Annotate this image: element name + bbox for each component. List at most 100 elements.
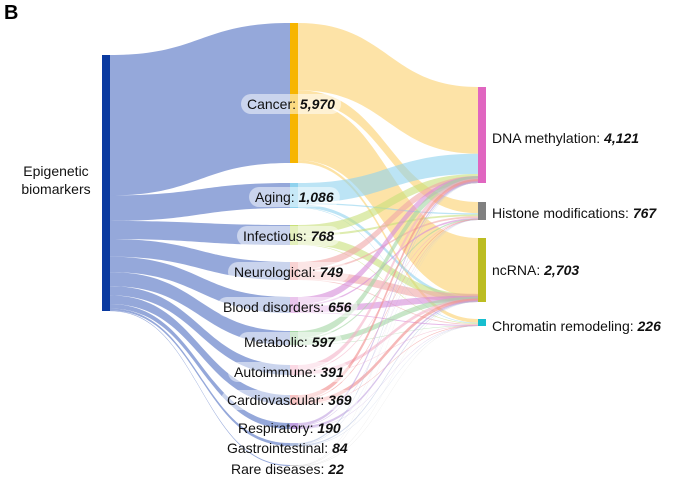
label-histone: Histone modifications: 767	[492, 205, 657, 221]
flow-cancer-histone	[298, 90, 478, 214]
source-label-line1: Epigenetic	[23, 163, 88, 179]
flow-source-cardio	[110, 295, 290, 405]
label-respiratory-name: Respiratory:	[238, 420, 317, 436]
label-bg-aging	[249, 187, 340, 207]
flow-infectious-ncrna	[298, 236, 478, 302]
label-rare-name: Rare diseases:	[231, 461, 328, 477]
label-ncrna-value: 2,703	[543, 262, 579, 278]
flow-autoimmune-ncrna	[298, 298, 478, 375]
label-gastro: Gastrointestinal: 84	[227, 440, 348, 456]
flow-source-rare	[110, 310, 290, 466]
label-chromatin-value: 226	[637, 318, 662, 334]
label-respiratory: Respiratory: 190	[238, 420, 341, 436]
label-cardio-name: Cardiovascular:	[227, 392, 328, 408]
label-bg-neurological	[228, 262, 350, 282]
label-metabolic-name: Metabolic:	[244, 334, 312, 350]
label-infectious: Infectious: 768	[243, 228, 334, 244]
label-neurological-value: 749	[320, 264, 344, 280]
flow-source-gastro	[110, 308, 290, 446]
flow-cancer-ncrna	[298, 101, 478, 298]
flow-autoimmune-dna	[298, 178, 478, 370]
label-autoimmune: Autoimmune: 391	[234, 364, 344, 380]
label-cardio-value: 369	[328, 392, 352, 408]
node-dna	[478, 87, 486, 183]
label-aging-name: Aging:	[255, 189, 299, 205]
flow-neurological-histone	[298, 216, 478, 271]
flow-cardio-dna	[298, 179, 478, 400]
node-chromatin	[478, 319, 486, 326]
label-neurological: Neurological: 749	[234, 264, 343, 280]
flow-cardio-histone	[298, 219, 478, 401]
label-ncrna-name: ncRNA:	[492, 262, 544, 278]
flow-source-metabolic	[110, 272, 290, 345]
label-dna-name: DNA methylation:	[492, 130, 604, 146]
flow-respiratory-ncrna	[298, 300, 478, 429]
flow-respiratory-histone	[298, 219, 478, 427]
label-respiratory-value: 190	[317, 420, 341, 436]
flow-rare-histone	[298, 219, 478, 466]
label-chromatin-name: Chromatin remodeling:	[492, 318, 638, 334]
label-blood-value: 656	[328, 299, 352, 315]
label-autoimmune-name: Autoimmune:	[234, 364, 320, 380]
node-respiratory	[290, 423, 298, 429]
label-cancer: Cancer: 5,970	[247, 96, 335, 112]
flow-cancer-dna	[298, 23, 478, 154]
flow-blood-dna	[298, 176, 478, 305]
label-cardio: Cardiovascular: 369	[227, 392, 352, 408]
flow-rare-ncrna	[298, 301, 478, 467]
label-aging: Aging: 1,086	[255, 189, 334, 205]
flow-gastro-histone	[298, 219, 478, 445]
flow-source-respiratory	[110, 304, 290, 429]
flow-source-autoimmune	[110, 286, 290, 375]
panel-letter: B	[4, 2, 19, 24]
flow-metabolic-dna	[298, 176, 478, 338]
label-histone-value: 767	[633, 205, 658, 221]
label-bg-cardio	[221, 390, 358, 410]
flow-autoimmune-histone	[298, 219, 478, 371]
flow-respiratory-chromatin	[298, 325, 478, 430]
label-bg-cancer	[241, 94, 342, 114]
source-node	[102, 55, 110, 311]
node-gastro	[290, 443, 298, 446]
labels: Epigenetic biomarkers Cancer: 5,970 Aging: …	[21, 94, 661, 477]
flow-respiratory-dna	[298, 181, 478, 426]
flow-cardio-ncrna	[298, 298, 478, 405]
node-cancer	[290, 23, 298, 163]
flow-source-cancer	[110, 23, 290, 196]
flow-gastro-ncrna	[298, 301, 478, 446]
label-infectious-value: 768	[311, 228, 335, 244]
label-ncrna: ncRNA: 2,703	[492, 262, 579, 278]
node-histone	[478, 202, 486, 220]
target-flows	[298, 23, 478, 467]
flow-aging-ncrna	[298, 204, 478, 301]
flow-metabolic-ncrna	[298, 296, 478, 345]
label-bg-infectious	[237, 226, 341, 246]
flow-neurological-dna	[298, 176, 478, 270]
label-chromatin: Chromatin remodeling: 226	[492, 318, 661, 334]
label-histone-name: Histone modifications:	[492, 205, 633, 221]
flow-gastro-chromatin	[298, 325, 478, 447]
flow-rare-dna	[298, 182, 478, 466]
label-bg-autoimmune	[228, 362, 350, 382]
label-bg-metabolic	[238, 332, 343, 352]
flow-metabolic-histone	[298, 218, 478, 340]
source-label-line2: biomarkers	[21, 181, 90, 197]
label-cancer-name: Cancer:	[247, 96, 300, 112]
label-rare-value: 22	[327, 461, 344, 477]
label-rare: Rare diseases: 22	[231, 461, 344, 477]
label-autoimmune-value: 391	[320, 364, 344, 380]
flow-gastro-dna	[298, 182, 478, 445]
node-ncrna	[478, 238, 486, 302]
label-dna-value: 4,121	[603, 130, 639, 146]
label-bg-blood	[217, 297, 358, 317]
flow-rare-chromatin	[298, 325, 478, 467]
label-gastro-value: 84	[332, 440, 348, 456]
flow-blood-histone	[298, 218, 478, 306]
flow-aging-histone	[298, 203, 478, 215]
label-cancer-value: 5,970	[300, 96, 335, 112]
flow-source-aging	[110, 183, 290, 221]
flow-infectious-dna	[298, 173, 478, 234]
label-dna: DNA methylation: 4,121	[492, 130, 639, 146]
label-infectious-name: Infectious:	[243, 228, 311, 244]
